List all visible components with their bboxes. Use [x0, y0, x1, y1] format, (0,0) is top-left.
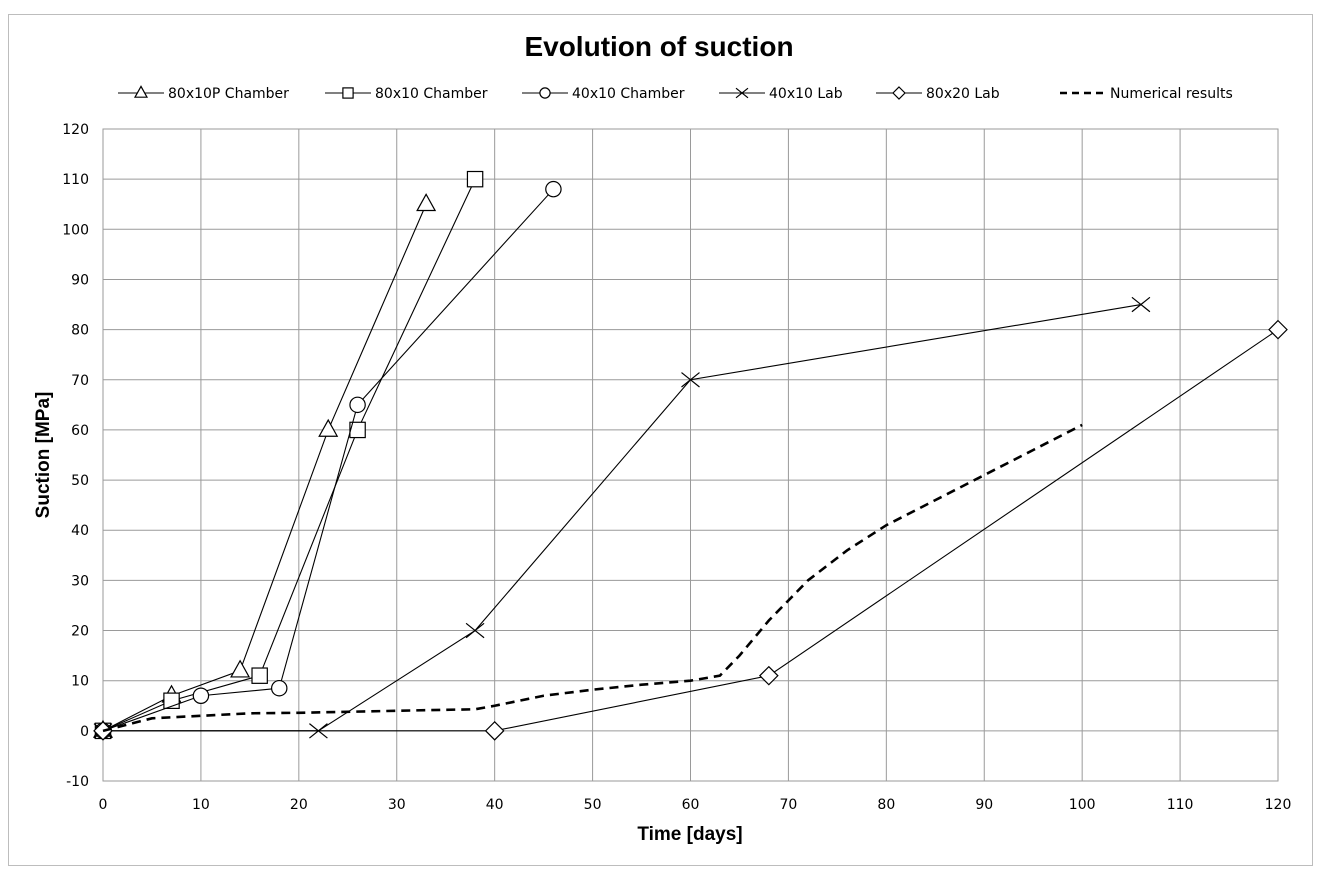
data-point: [484, 720, 505, 741]
legend-item-80x10-chamber: 80x10 Chamber: [325, 86, 488, 102]
series-line: [102, 178, 476, 732]
data-point: [758, 665, 779, 686]
legend-label: Numerical results: [1110, 86, 1233, 102]
x-tick-label: 60: [682, 797, 700, 813]
x-tick-label: 110: [1167, 797, 1194, 813]
legend-marker: [133, 85, 149, 98]
data-point: [251, 667, 268, 684]
chart-title: Evolution of suction: [524, 31, 793, 62]
plot-area: [102, 128, 1279, 782]
legend-label: 80x10P Chamber: [168, 86, 289, 102]
legend: 80x10P Chamber 80x10 Chamber 40x10 Chamber…: [118, 85, 1233, 102]
x-tick-label: 10: [192, 797, 210, 813]
y-tick-label: 80: [71, 323, 89, 339]
x-tick-label: 50: [584, 797, 602, 813]
legend-item-80x20-lab: 80x20 Lab: [876, 86, 1000, 102]
data-point: [681, 372, 700, 388]
legend-item-40x10-lab: 40x10 Lab: [719, 86, 843, 102]
y-tick-label: 30: [71, 573, 89, 589]
data-point: [1131, 296, 1151, 313]
data-point: [1268, 319, 1288, 340]
series-line: [102, 423, 1083, 733]
data-point: [349, 396, 366, 414]
data-point: [192, 687, 210, 704]
y-tick-label: -10: [66, 774, 89, 790]
chart-frame: [8, 14, 1313, 866]
legend-label: 80x10 Chamber: [375, 86, 488, 102]
data-point: [466, 170, 484, 188]
legend-label: 40x10 Chamber: [572, 86, 685, 102]
series-80x20-lab: [93, 319, 1288, 741]
data-point: [318, 418, 339, 437]
x-tick-label: 40: [486, 797, 504, 813]
legend-marker: [892, 86, 906, 100]
x-tick-label: 30: [388, 797, 406, 813]
y-tick-label: 120: [62, 122, 89, 138]
x-tick-label: 0: [99, 797, 108, 813]
data-point: [545, 180, 562, 198]
series-line: [103, 303, 1142, 732]
y-tick-label: 50: [71, 473, 89, 489]
legend-item-40x10-chamber: 40x10 Chamber: [522, 86, 685, 102]
data-point: [416, 193, 437, 212]
x-tick-label: 80: [877, 797, 895, 813]
y-tick-label: 90: [71, 272, 89, 288]
series-line: [103, 329, 1279, 732]
series-numerical-results: [102, 423, 1083, 733]
series-line: [102, 204, 427, 732]
x-axis-title: Time [days]: [637, 824, 742, 845]
x-tick-label: 90: [975, 797, 993, 813]
data-point: [349, 421, 366, 439]
y-tick-label: 100: [62, 222, 89, 238]
series-80x10p-chamber: [92, 193, 437, 738]
x-tick-label: 20: [290, 797, 308, 813]
legend-marker: [539, 87, 551, 99]
series-80x10-chamber: [94, 170, 484, 740]
y-tick-label: 40: [71, 523, 89, 539]
series-group: [92, 170, 1288, 741]
y-tick-label: 70: [71, 373, 89, 389]
y-tick-label: 20: [71, 624, 89, 640]
legend-label: 40x10 Lab: [769, 86, 843, 102]
y-tick-label: 60: [71, 423, 89, 439]
series-line: [102, 188, 554, 732]
y-tick-label: 10: [71, 674, 89, 690]
legend-item-80x10p-chamber: 80x10P Chamber: [118, 85, 289, 102]
legend-item-numerical-results: Numerical results: [1060, 86, 1233, 102]
legend-marker: [342, 87, 354, 99]
y-axis-title: Suction [MPa]: [33, 392, 54, 519]
x-tick-label: 70: [780, 797, 798, 813]
tick-labels: 0 10 20 30 40 50 60 70 80 90 100 110 120 -10 0 10 20 30 40…: [62, 122, 1291, 813]
legend-marker: [735, 87, 749, 99]
grid: [102, 128, 1279, 782]
data-point: [271, 679, 288, 697]
x-tick-label: 100: [1069, 797, 1096, 813]
legend-label: 80x20 Lab: [926, 86, 1000, 102]
x-tick-label: 120: [1265, 797, 1292, 813]
y-tick-label: 0: [80, 724, 89, 740]
data-point: [465, 622, 485, 639]
series-40x10-chamber: [94, 180, 562, 740]
y-tick-label: 110: [62, 172, 89, 188]
data-point: [230, 659, 251, 678]
